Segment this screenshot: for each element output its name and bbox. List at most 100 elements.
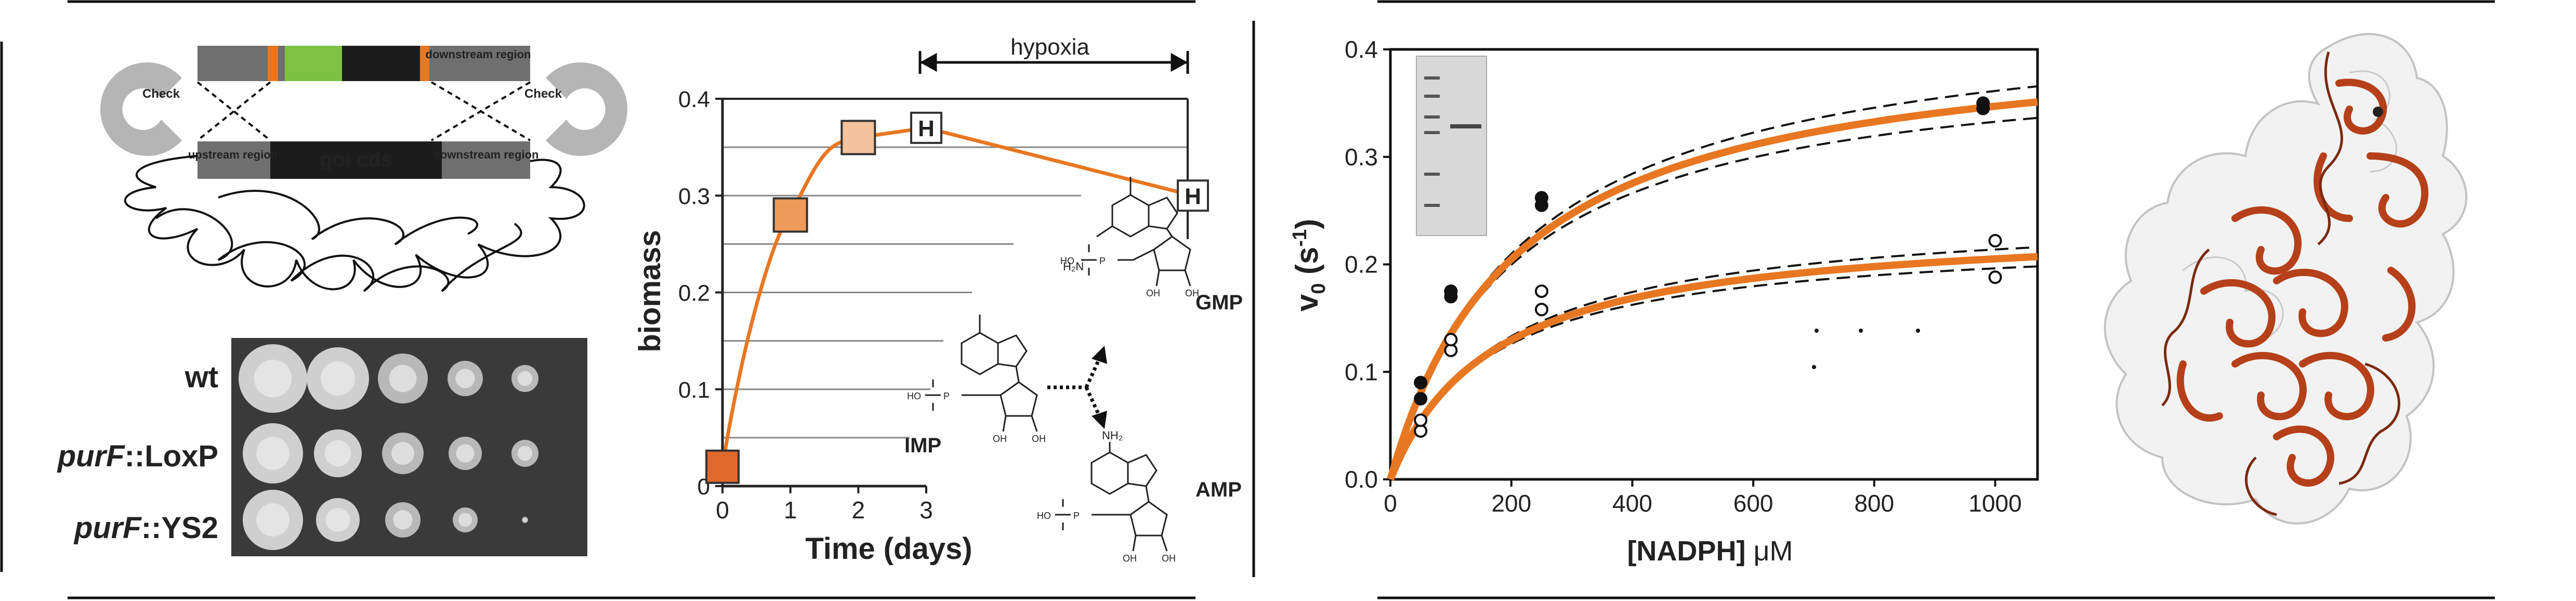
kinetics-y-tick-label: 0.3 [1345, 143, 1378, 171]
colony-center [256, 503, 290, 537]
growth-x-tick-label: 0 [716, 497, 729, 524]
growth-y-tick-label: 0.4 [678, 87, 710, 112]
gmp-oh-label-2: OH [1185, 288, 1199, 298]
kinetics-tick-labels: 0.0 0.1 0.2 0.3 0.4 0 200 400 600 800 1000 [1345, 36, 2022, 517]
growth-y-axis-label: biomass [633, 230, 667, 352]
loxp-right [420, 46, 429, 81]
amp-oh-label-2: OH [1162, 553, 1176, 564]
kinetics-confidence-lower [1389, 265, 2038, 480]
kinetics-data-point [1414, 375, 1428, 389]
kinetics-y-axis-label: v0 (s-1) [1289, 219, 1330, 311]
downstream-label-top: downstream region [426, 48, 531, 61]
growth-marker [705, 449, 740, 484]
colony-center [458, 513, 472, 527]
kinetics-chart: 0.0 0.1 0.2 0.3 0.4 0 200 400 600 800 1000 v0 (s-1… [1289, 36, 2039, 567]
growth-x-tick-label: 3 [919, 497, 933, 524]
kinetics-fit-curve [1387, 253, 2038, 481]
hypoxia-label: hypoxia [1010, 34, 1089, 60]
amp-structure [1055, 442, 1168, 552]
kinetics-data-point [1444, 284, 1458, 298]
check-primer-right: Check [524, 62, 628, 156]
imp-p-label: P [943, 391, 950, 401]
imp-label: IMP [904, 434, 941, 457]
kinetics-fit-curve [1387, 98, 2038, 480]
protein-structure-render [2104, 33, 2467, 525]
growth-marker-label: H [1185, 184, 1201, 209]
downstream-label-bottom: downstream region [433, 148, 539, 161]
kinetics-y-tick-label: 0.0 [1345, 466, 1378, 493]
kinetics-confidence-lower [1389, 116, 2038, 480]
plate-photo [231, 338, 587, 556]
kinetics-data-point [1444, 333, 1458, 347]
nucleotide-structures [925, 177, 1191, 552]
gmp-structure [1081, 177, 1191, 286]
goi-bottom [270, 141, 442, 179]
kinetics-x-axis-label: [NADPH] μM [1627, 535, 1793, 567]
amp-label: AMP [1195, 478, 1242, 501]
imp-structure [925, 315, 1038, 432]
hypoxia-bracket [918, 51, 1189, 74]
kinetics-y-tick-label: 0.2 [1345, 251, 1378, 278]
kinetics-x-tick-label: 1000 [1968, 490, 2021, 517]
construct-diagram: downstream region upstream region goi cd… [100, 46, 628, 292]
growth-tick-labels: 00.10.20.30.40 1 2 3 [678, 87, 933, 524]
growth-gridlines [722, 146, 1188, 439]
upstream-label: upstream region [188, 148, 278, 161]
gmp-ho-label: HO [1060, 256, 1074, 266]
colony-center [324, 440, 351, 467]
kinetics-data-point [1988, 270, 2002, 284]
check-label-right: Check [524, 87, 562, 101]
molecule-labels: GMP IMP AMP H₂N NH₂ HO HO HO OH OH OH OH… [904, 256, 1243, 564]
gmp-p-label: P [1099, 256, 1106, 266]
colony-center [517, 371, 533, 386]
kinetics-curves [1387, 85, 2038, 481]
kinetics-x-tick-label: 400 [1612, 490, 1652, 517]
growth-marker [1177, 179, 1209, 212]
goi-label: goi cds [320, 148, 392, 171]
growth-marker [910, 111, 942, 144]
row-label-purf-ys2: purF::YS2 [73, 511, 218, 545]
growth-y-tick-label: 0.3 [678, 184, 710, 209]
stray-dots [1812, 329, 1920, 369]
check-primer-left: Check [100, 62, 182, 156]
recombination-crosses [196, 81, 531, 141]
colony-grid [239, 344, 538, 550]
row-label-wt: wt [185, 360, 218, 394]
goi-top [342, 46, 420, 81]
frame-lines [0, 0, 2495, 599]
reaction-arrows [1047, 358, 1101, 417]
protein-coils [2161, 51, 2401, 516]
colony-center [455, 369, 475, 388]
growth-x-tick-label: 1 [784, 497, 797, 524]
colony-center [321, 361, 355, 396]
imp-oh-label-1: OH [993, 434, 1007, 444]
gmp-amine-label: H₂N [1063, 260, 1084, 273]
growth-x-tick-label: 2 [852, 497, 865, 524]
kinetics-x-tick-label: 0 [1384, 490, 1397, 517]
kinetics-points [1414, 96, 2002, 438]
kinetics-x-tick-label: 800 [1854, 490, 1894, 517]
ligand-dot [2373, 107, 2383, 117]
protein-ribbons [2176, 79, 2428, 487]
imp-ho-label: HO [907, 391, 921, 401]
gmp-oh-label-1: OH [1146, 288, 1160, 298]
kinetics-data-point [1534, 303, 1548, 317]
colony-center [393, 510, 413, 530]
growth-x-axis-label: Time (days) [805, 532, 972, 566]
growth-marker [840, 120, 876, 155]
chromosome-tangle [124, 155, 585, 292]
amp-ho-label: HO [1037, 511, 1051, 521]
loxp-left [268, 46, 278, 81]
kinetics-y-tick-label: 0.1 [1345, 358, 1378, 385]
kinetics-data-point [1414, 413, 1428, 427]
growth-y-tick-label: 0.1 [678, 377, 710, 403]
colony-center [391, 442, 414, 465]
growth-marker-label: H [918, 116, 935, 141]
growth-marker [772, 197, 808, 233]
growth-y-tick-label: 0.2 [678, 281, 710, 306]
kinetics-data-point [1976, 96, 1990, 110]
kinetics-x-tick-label: 200 [1491, 490, 1531, 517]
kinetics-y-tick-label: 0.4 [1345, 36, 1378, 63]
amp-p-label: P [1073, 511, 1080, 521]
